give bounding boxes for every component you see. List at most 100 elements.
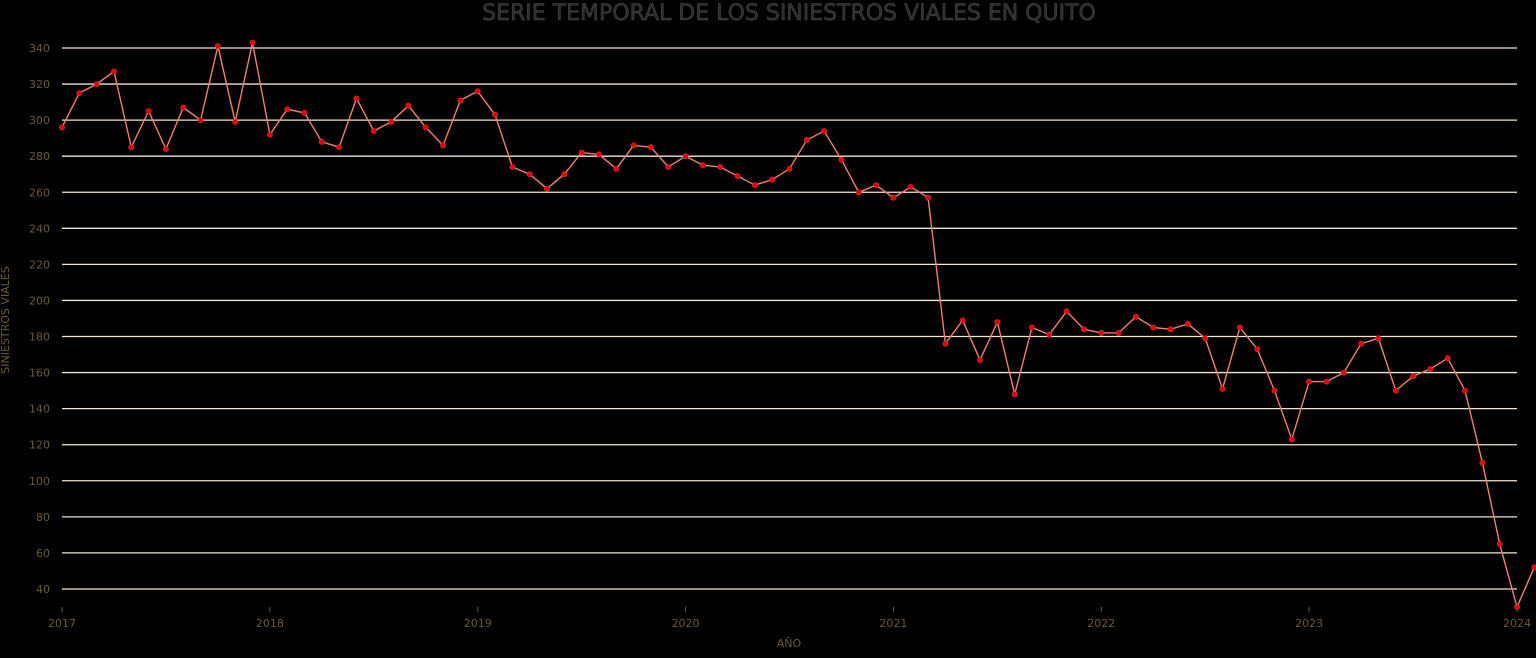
y-tick-label: 100 bbox=[29, 475, 50, 488]
data-point bbox=[370, 128, 377, 134]
gridlines bbox=[62, 47, 1517, 590]
y-axis-label: SINIESTROS VIALES bbox=[0, 266, 12, 374]
data-point bbox=[855, 189, 862, 196]
data-point bbox=[544, 185, 550, 192]
data-point bbox=[578, 149, 585, 156]
data-point bbox=[336, 144, 342, 151]
data-point bbox=[1392, 387, 1399, 394]
data-point bbox=[1340, 369, 1347, 376]
y-tick-label: 180 bbox=[29, 331, 50, 344]
data-point bbox=[1202, 335, 1209, 342]
y-axis-ticks: 40 60 80 100 120 140 160 180 200 220 240 260 280 300 3… bbox=[29, 42, 50, 596]
data-point bbox=[111, 68, 117, 75]
data-point bbox=[665, 164, 672, 170]
data-point bbox=[1254, 346, 1261, 352]
series-line bbox=[61, 42, 1536, 610]
y-tick-label: 60 bbox=[36, 547, 50, 560]
data-point bbox=[1011, 391, 1018, 398]
data-point bbox=[197, 117, 204, 123]
data-point bbox=[405, 102, 412, 109]
x-tick-label: 2023 bbox=[1295, 617, 1323, 630]
data-point bbox=[232, 119, 239, 125]
data-point bbox=[388, 119, 394, 125]
data-point bbox=[474, 88, 481, 95]
data-point bbox=[1358, 340, 1364, 347]
data-point bbox=[630, 142, 637, 149]
data-point bbox=[752, 182, 758, 188]
data-point bbox=[162, 146, 169, 152]
data-point bbox=[925, 194, 931, 201]
y-tick-label: 40 bbox=[36, 583, 50, 596]
data-point bbox=[145, 108, 152, 114]
data-point bbox=[214, 43, 221, 50]
data-point bbox=[266, 131, 273, 138]
series-layer bbox=[59, 39, 1536, 610]
x-axis-label: AÑO bbox=[777, 637, 802, 650]
data-point bbox=[1115, 329, 1122, 336]
x-tick-label: 2019 bbox=[464, 617, 492, 630]
data-point bbox=[249, 39, 256, 46]
data-point bbox=[93, 81, 100, 87]
data-point bbox=[994, 319, 1001, 325]
data-point bbox=[1237, 324, 1243, 331]
data-point bbox=[786, 165, 793, 172]
data-point bbox=[59, 124, 65, 131]
data-point bbox=[838, 156, 845, 163]
chart-title: SERIE TEMPORAL DE LOS SINIESTROS VIALES … bbox=[482, 1, 1096, 26]
x-tick-label: 2022 bbox=[1087, 617, 1115, 630]
data-point bbox=[1496, 541, 1503, 547]
y-tick-label: 80 bbox=[36, 511, 50, 524]
y-tick-label: 160 bbox=[29, 367, 50, 380]
data-point bbox=[318, 138, 325, 145]
data-point bbox=[353, 95, 360, 102]
x-tick-label: 2021 bbox=[879, 617, 907, 630]
data-point bbox=[1531, 564, 1536, 571]
data-point bbox=[1063, 308, 1070, 315]
data-point bbox=[1098, 329, 1105, 336]
data-point bbox=[457, 97, 464, 104]
x-tick-label: 2018 bbox=[256, 617, 284, 630]
data-point bbox=[1219, 385, 1226, 392]
data-point bbox=[284, 106, 291, 113]
data-point bbox=[682, 153, 689, 160]
data-point bbox=[700, 162, 706, 169]
data-point bbox=[734, 173, 741, 179]
x-tick-label: 2017 bbox=[48, 617, 76, 630]
y-tick-label: 300 bbox=[29, 114, 50, 127]
data-point bbox=[1150, 324, 1157, 331]
y-tick-label: 320 bbox=[29, 78, 50, 91]
y-tick-label: 340 bbox=[29, 42, 50, 55]
data-point bbox=[1514, 604, 1520, 610]
data-point bbox=[959, 317, 966, 324]
x-tick-label: 2024 bbox=[1503, 617, 1531, 630]
data-point bbox=[128, 144, 135, 151]
data-point bbox=[1288, 436, 1295, 443]
data-point bbox=[1479, 459, 1486, 466]
x-axis-ticks: 2017 2018 2019 2020 2021 2022 2023 2024 bbox=[48, 607, 1531, 630]
data-point bbox=[1185, 320, 1191, 327]
data-point bbox=[561, 171, 568, 178]
y-tick-label: 280 bbox=[29, 150, 50, 163]
data-point bbox=[1323, 378, 1330, 385]
data-point bbox=[1271, 387, 1278, 394]
y-tick-label: 120 bbox=[29, 439, 50, 452]
y-tick-label: 240 bbox=[29, 222, 50, 235]
data-point bbox=[180, 104, 187, 111]
data-point bbox=[76, 90, 83, 96]
data-point bbox=[769, 176, 776, 183]
data-point bbox=[873, 182, 879, 188]
data-point bbox=[526, 171, 533, 178]
data-point bbox=[492, 111, 498, 118]
data-point bbox=[1306, 378, 1312, 385]
data-point bbox=[1375, 335, 1382, 342]
data-point bbox=[596, 151, 602, 158]
data-point bbox=[890, 194, 897, 201]
data-point bbox=[1410, 373, 1416, 380]
data-point bbox=[648, 144, 654, 151]
data-point bbox=[907, 183, 914, 190]
data-point bbox=[1081, 326, 1087, 333]
data-point bbox=[1029, 324, 1035, 331]
data-point bbox=[613, 165, 620, 172]
data-point bbox=[440, 142, 446, 149]
